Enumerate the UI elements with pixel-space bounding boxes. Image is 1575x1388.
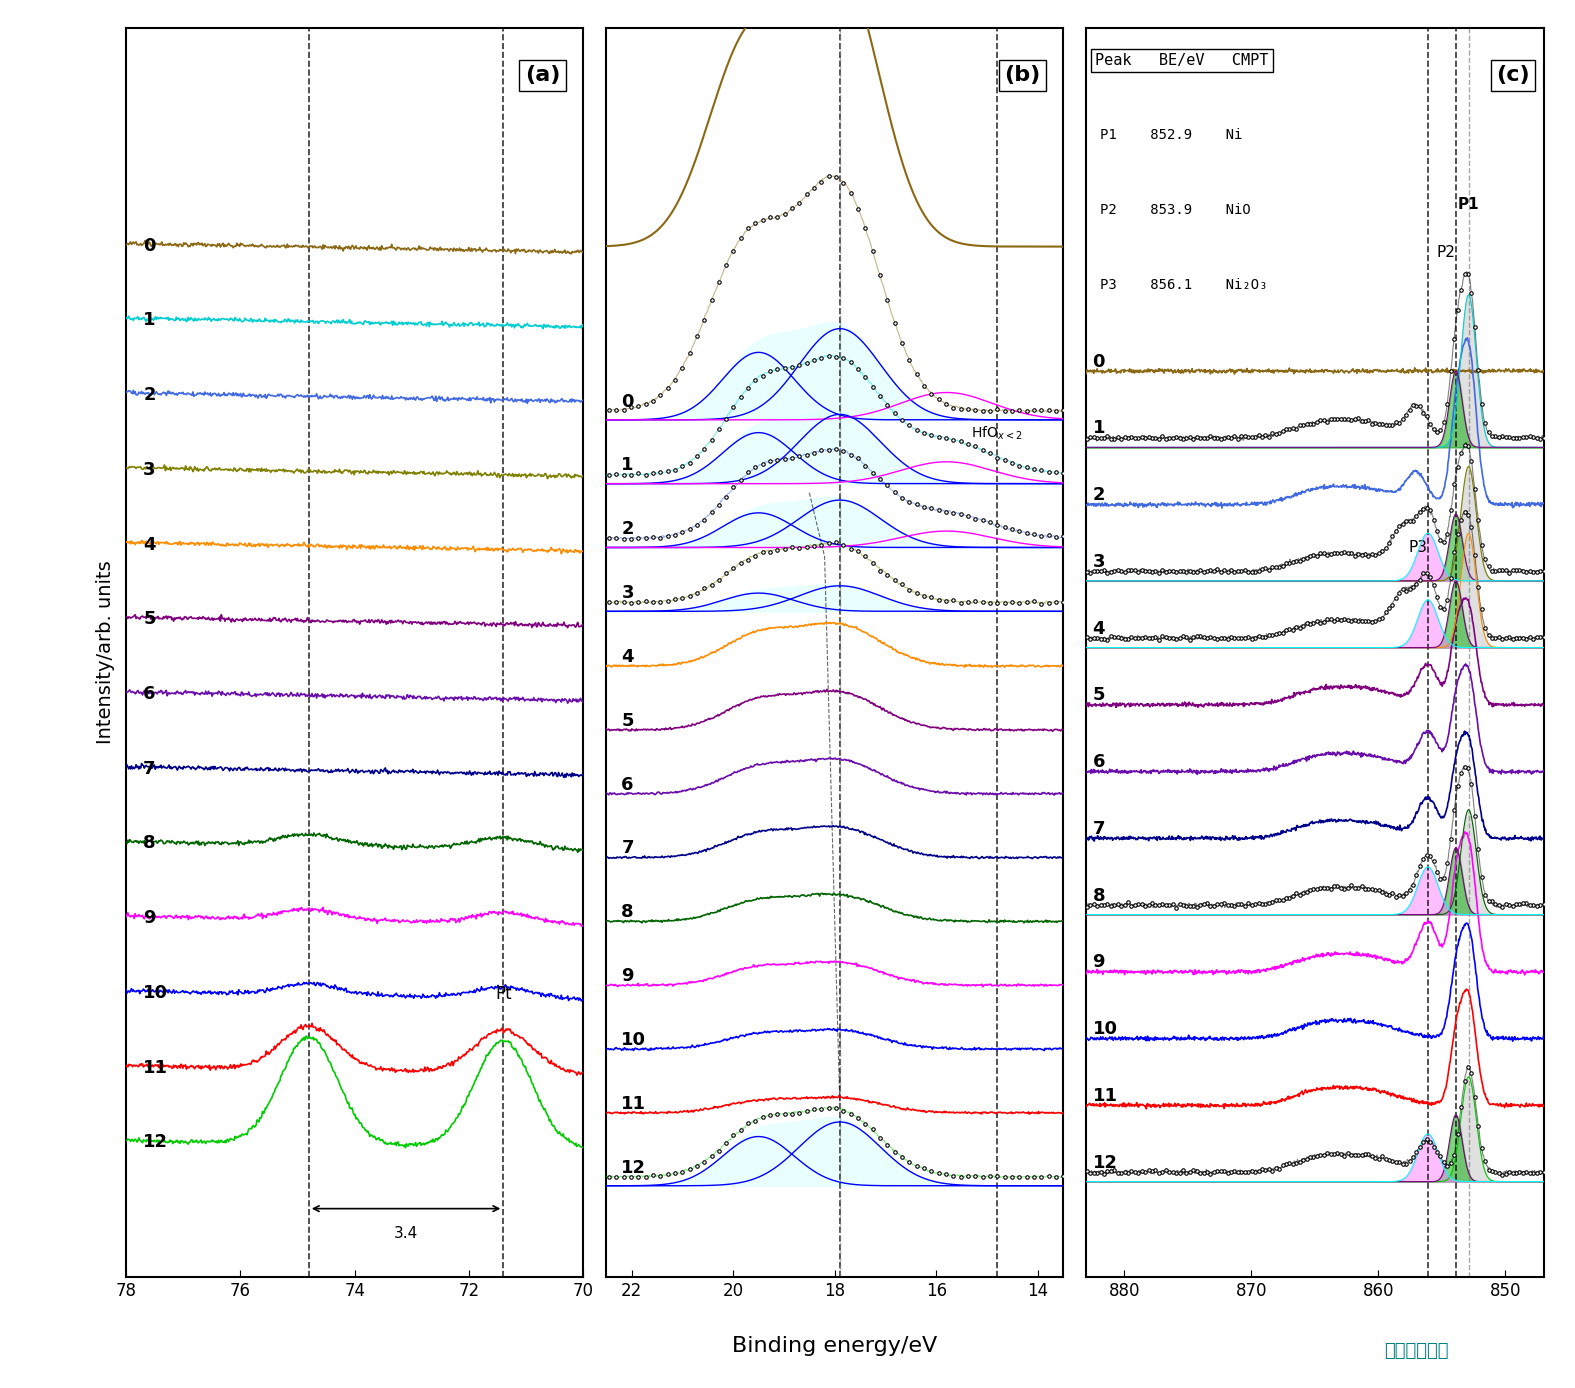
Text: 0: 0 <box>143 236 156 254</box>
Text: P3    856.1    Ni₂O₃: P3 856.1 Ni₂O₃ <box>1099 278 1268 291</box>
Text: 3: 3 <box>1093 552 1106 570</box>
Text: 3: 3 <box>622 584 633 602</box>
Text: 4: 4 <box>143 536 156 554</box>
Text: P1    852.9    Ni: P1 852.9 Ni <box>1099 128 1243 142</box>
Text: 3: 3 <box>143 461 156 479</box>
Text: (a): (a) <box>524 65 561 85</box>
Text: 10: 10 <box>143 984 169 1002</box>
Text: 6: 6 <box>622 776 633 794</box>
Text: Pt: Pt <box>495 985 512 1004</box>
Text: 7: 7 <box>143 759 156 777</box>
Text: P2    853.9    NiO: P2 853.9 NiO <box>1099 203 1251 217</box>
Text: 12: 12 <box>622 1159 646 1177</box>
Text: 5: 5 <box>1093 686 1106 704</box>
Text: Binding energy/eV: Binding energy/eV <box>732 1337 937 1356</box>
Text: 11: 11 <box>143 1059 169 1077</box>
Text: 11: 11 <box>1093 1087 1118 1105</box>
Text: 8: 8 <box>1093 887 1106 905</box>
Text: 5: 5 <box>143 611 156 629</box>
Text: 1: 1 <box>143 311 156 329</box>
Text: 9: 9 <box>1093 954 1106 972</box>
Text: 10: 10 <box>622 1031 646 1049</box>
Text: 3.4: 3.4 <box>394 1226 419 1241</box>
Text: 4: 4 <box>1093 619 1106 637</box>
Text: 2: 2 <box>143 386 156 404</box>
Text: 5: 5 <box>622 712 633 730</box>
Text: 1: 1 <box>1093 419 1106 437</box>
Text: 9: 9 <box>143 909 156 927</box>
Text: P2: P2 <box>1436 244 1455 260</box>
Text: Peak   BE/eV   CMPT: Peak BE/eV CMPT <box>1095 53 1269 68</box>
Text: 8: 8 <box>622 904 635 922</box>
Text: 7: 7 <box>1093 820 1106 838</box>
Text: (c): (c) <box>1496 65 1529 85</box>
Text: 12: 12 <box>1093 1153 1118 1171</box>
Text: HfO$_{x<2}$: HfO$_{x<2}$ <box>972 425 1022 443</box>
Text: 8: 8 <box>143 834 156 852</box>
Text: P3: P3 <box>1410 540 1429 555</box>
Text: 11: 11 <box>622 1095 646 1113</box>
Text: 马上收录导航: 马上收录导航 <box>1384 1342 1449 1360</box>
Text: 1: 1 <box>622 457 633 475</box>
Text: (b): (b) <box>1005 65 1041 85</box>
Text: 6: 6 <box>143 686 156 702</box>
Text: 12: 12 <box>143 1134 169 1152</box>
Text: 9: 9 <box>622 967 633 985</box>
Text: 2: 2 <box>622 520 633 539</box>
Text: 0: 0 <box>622 393 633 411</box>
Text: 7: 7 <box>622 840 633 858</box>
Text: 0: 0 <box>1093 353 1106 371</box>
Text: 2: 2 <box>1093 486 1106 504</box>
Text: 6: 6 <box>1093 754 1106 770</box>
Text: 10: 10 <box>1093 1020 1118 1038</box>
Text: 4: 4 <box>622 648 633 666</box>
Text: P1: P1 <box>1458 197 1479 212</box>
Y-axis label: Intensity/arb. units: Intensity/arb. units <box>96 561 115 744</box>
